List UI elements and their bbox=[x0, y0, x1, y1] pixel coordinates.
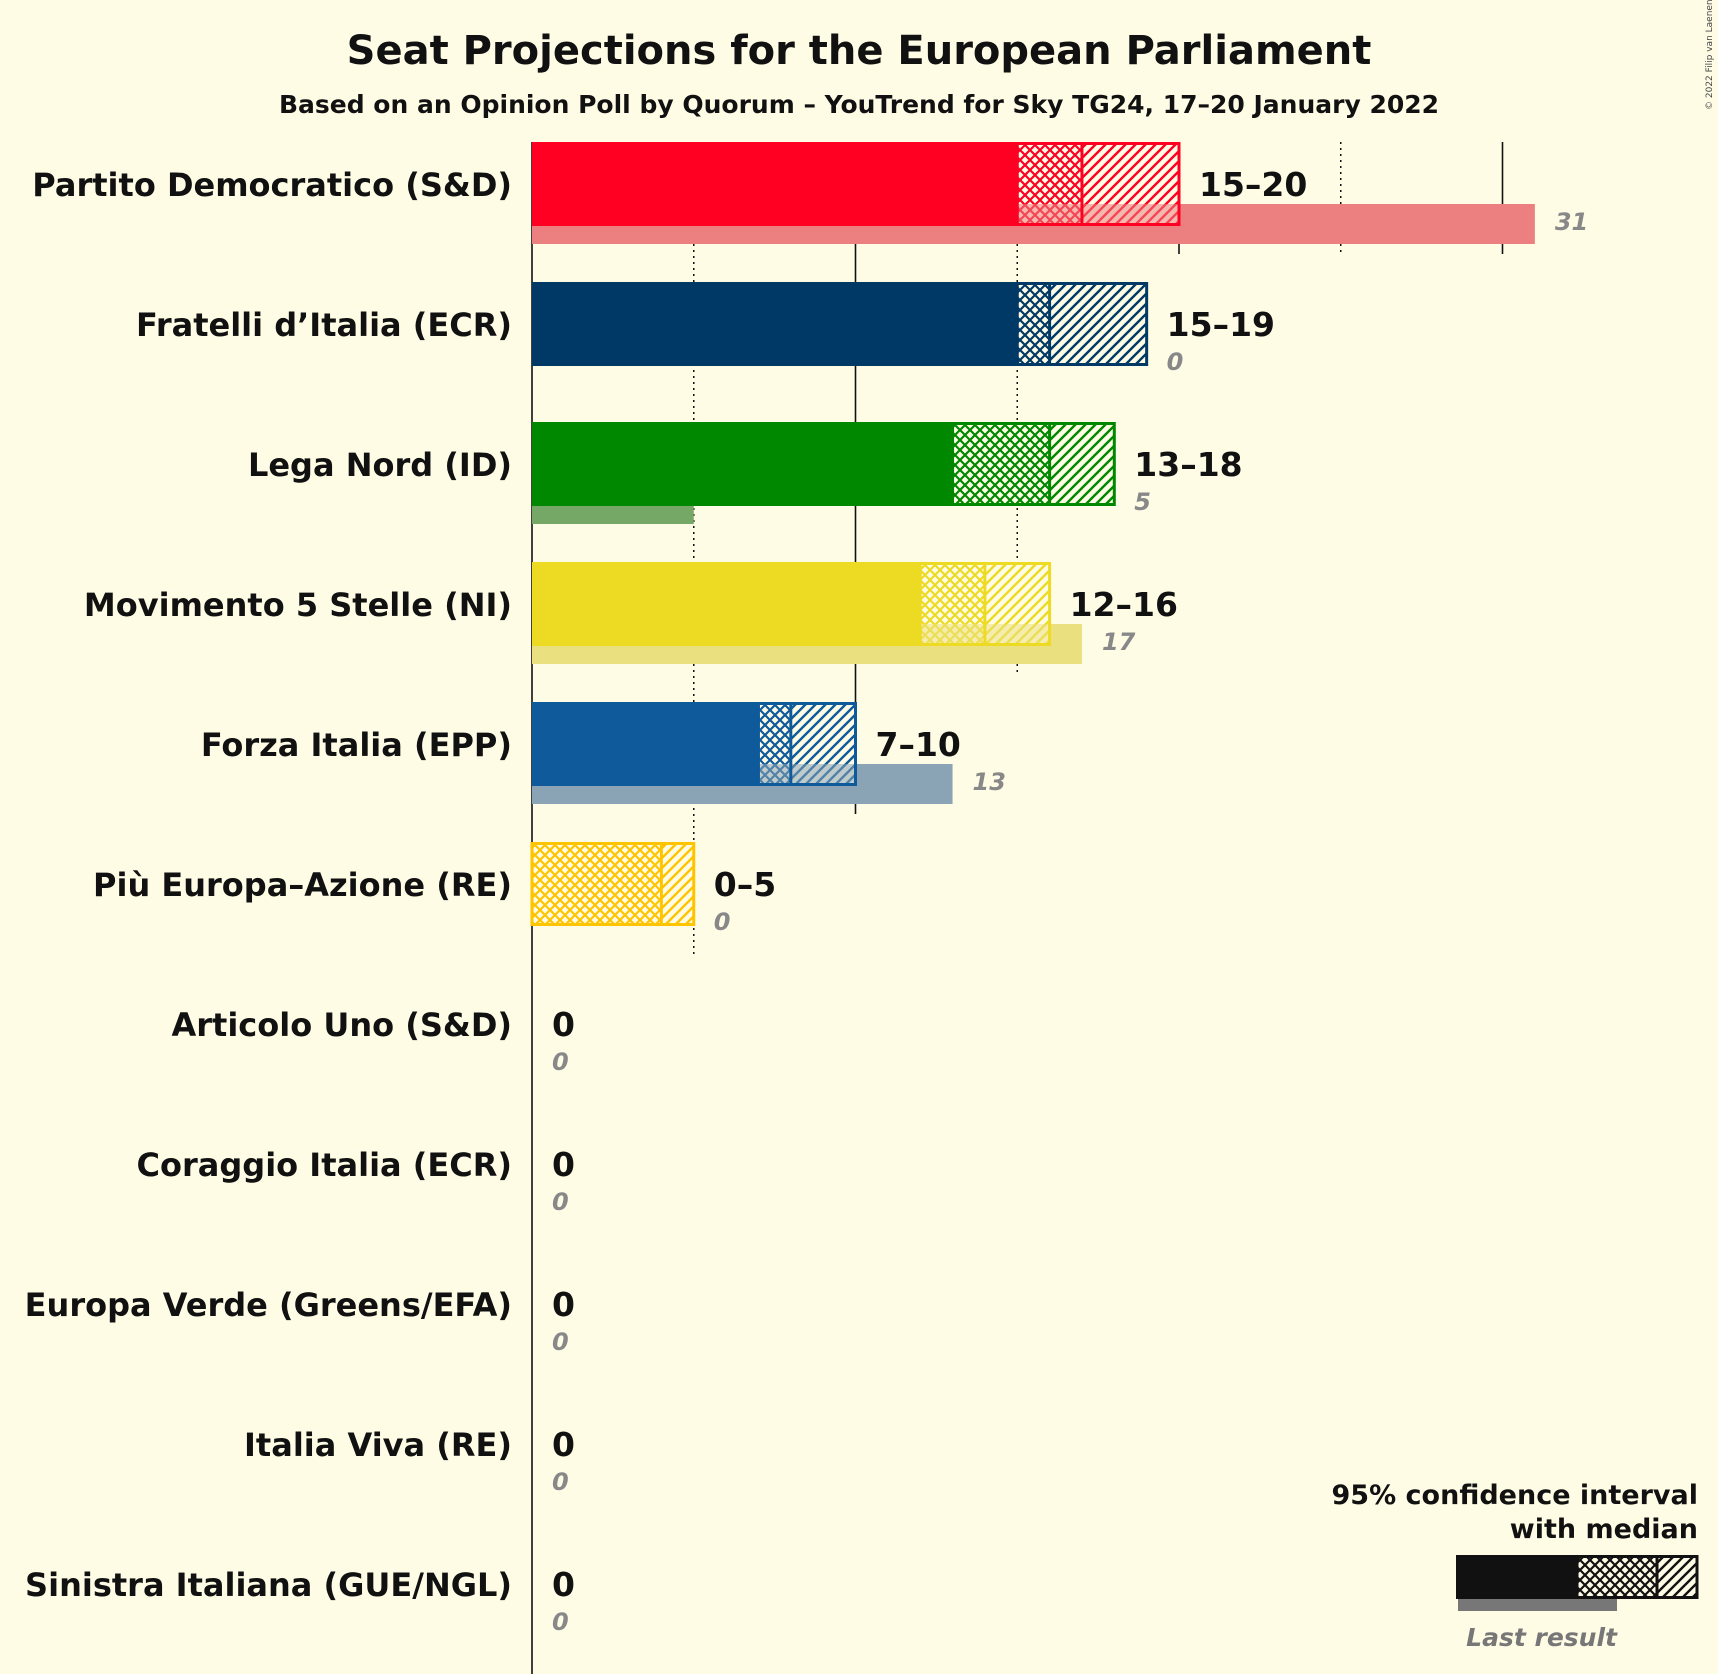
ci-solid-bar bbox=[532, 422, 953, 506]
last-result-label: 0 bbox=[552, 1608, 569, 1636]
ci-upper-hatch bbox=[1049, 282, 1147, 366]
ci-solid-bar bbox=[532, 562, 921, 646]
legend-outline bbox=[1575, 1555, 1699, 1599]
legend-crosshatch-swatch bbox=[1577, 1555, 1657, 1599]
range-label: 15–19 bbox=[1167, 305, 1275, 344]
ci-upper-hatch bbox=[661, 842, 694, 926]
party-label: Partito Democratico (S&D) bbox=[32, 166, 512, 204]
last-result-label: 0 bbox=[714, 908, 731, 936]
party-label: Fratelli d’Italia (ECR) bbox=[136, 306, 512, 344]
last-result-label: 5 bbox=[1134, 488, 1151, 516]
range-label: 0 bbox=[552, 1285, 575, 1324]
ci-lower-crosshatch bbox=[1017, 282, 1050, 366]
party-label: Coraggio Italia (ECR) bbox=[137, 1146, 512, 1184]
ci-outline bbox=[1015, 282, 1149, 366]
party-label: Movimento 5 Stelle (NI) bbox=[84, 586, 512, 624]
party-label: Sinistra Italiana (GUE/NGL) bbox=[25, 1566, 512, 1604]
range-label: 0–5 bbox=[714, 865, 776, 904]
ci-upper-hatch bbox=[1049, 422, 1115, 506]
legend-last-result: Last result bbox=[1466, 1623, 1618, 1652]
ci-outline bbox=[756, 702, 858, 786]
ci-lower-crosshatch bbox=[952, 422, 1050, 506]
last-result-label: 0 bbox=[1167, 348, 1184, 376]
labels-layer: Partito Democratico (S&D) 15–20 31 Fratelli… bbox=[25, 165, 1589, 1636]
bars-layer bbox=[530, 142, 1535, 926]
chart-subtitle: Based on an Opinion Poll by Quorum – You… bbox=[279, 90, 1439, 119]
legend-hatch-swatch bbox=[1657, 1555, 1698, 1599]
ci-outline bbox=[1015, 142, 1181, 226]
ci-solid-bar bbox=[532, 142, 1018, 226]
range-label: 15–20 bbox=[1199, 165, 1307, 204]
party-label: Europa Verde (Greens/EFA) bbox=[25, 1286, 512, 1324]
ci-outline bbox=[530, 842, 696, 926]
range-label: 0 bbox=[552, 1565, 575, 1604]
last-result-overlay bbox=[758, 764, 856, 786]
legend-line2: with median bbox=[1510, 1514, 1698, 1545]
chart-title: Seat Projections for the European Parlia… bbox=[347, 28, 1372, 74]
last-result-label: 13 bbox=[973, 768, 1006, 796]
last-result-label: 0 bbox=[552, 1048, 569, 1076]
range-label: 0 bbox=[552, 1005, 575, 1044]
ci-outline bbox=[951, 422, 1116, 506]
party-label: Forza Italia (EPP) bbox=[201, 726, 512, 764]
range-label: 0 bbox=[552, 1145, 575, 1184]
party-label: Italia Viva (RE) bbox=[244, 1426, 512, 1464]
ci-solid-bar bbox=[532, 282, 1018, 366]
ci-lower-crosshatch bbox=[532, 842, 662, 926]
last-result-label: 17 bbox=[1102, 628, 1136, 656]
party-label: Articolo Uno (S&D) bbox=[171, 1006, 512, 1044]
ci-solid-bar bbox=[532, 702, 759, 786]
last-result-label: 0 bbox=[552, 1468, 569, 1496]
range-label: 0 bbox=[552, 1425, 575, 1464]
range-label: 12–16 bbox=[1070, 585, 1178, 624]
copyright-note: © 2022 Filip van Laenen bbox=[1705, 0, 1715, 110]
range-label: 7–10 bbox=[876, 725, 961, 764]
party-label: Lega Nord (ID) bbox=[248, 446, 512, 484]
party-label: Più Europa–Azione (RE) bbox=[93, 866, 512, 904]
legend-line1: 95% confidence interval bbox=[1332, 1480, 1698, 1511]
last-result-label: 0 bbox=[552, 1328, 569, 1356]
range-label: 13–18 bbox=[1134, 445, 1242, 484]
last-result-label: 31 bbox=[1555, 208, 1588, 236]
legend-solid-swatch bbox=[1456, 1555, 1577, 1599]
last-result-overlay bbox=[1017, 204, 1179, 226]
last-result-label: 0 bbox=[552, 1188, 569, 1216]
